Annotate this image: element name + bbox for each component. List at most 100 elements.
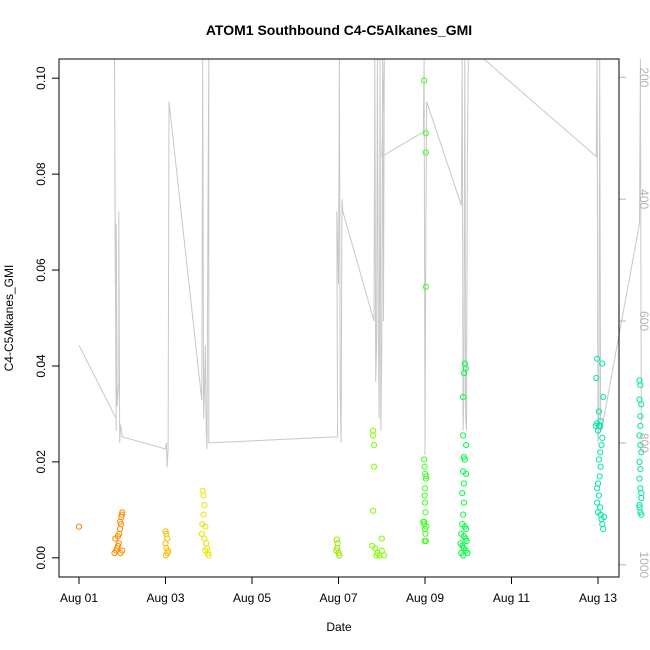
right-y-tick-label: 200 — [637, 67, 650, 87]
data-point — [201, 502, 208, 509]
data-point — [597, 449, 604, 456]
data-point — [460, 370, 467, 377]
data-point — [599, 360, 606, 367]
data-point — [593, 374, 600, 382]
data-point — [637, 485, 644, 492]
axes: Aug 01 Aug 03 Aug 05 Aug 07 Aug 09 Aug 11 Aug … — [34, 66, 650, 605]
data-point — [198, 530, 205, 537]
right-y-tick-label: 400 — [637, 189, 650, 209]
right-y-tick-label: 600 — [637, 311, 650, 331]
data-point — [117, 525, 124, 533]
data-point — [461, 456, 468, 463]
data-point — [463, 525, 470, 533]
data-point — [597, 463, 604, 470]
concentration-series — [75, 77, 645, 559]
data-point — [421, 492, 428, 499]
data-point — [370, 432, 377, 439]
data-point — [459, 490, 466, 497]
data-point — [460, 432, 467, 439]
plot-frame — [58, 58, 620, 578]
data-point — [463, 537, 470, 545]
data-point — [423, 473, 430, 480]
data-point — [421, 499, 429, 506]
data-point — [594, 355, 601, 362]
data-point — [422, 509, 429, 516]
data-point — [594, 499, 601, 506]
data-point — [592, 422, 599, 429]
x-tick-label: Aug 09 — [406, 591, 444, 605]
data-point — [597, 504, 604, 511]
data-point — [336, 552, 343, 559]
data-point — [423, 523, 430, 530]
data-point — [165, 547, 172, 554]
y-tick-label: 0.06 — [34, 258, 48, 282]
data-point — [638, 401, 645, 408]
right-y-tick-label: 1000 — [637, 551, 650, 578]
data-point — [422, 537, 429, 545]
data-point — [421, 77, 428, 84]
data-point — [599, 434, 606, 441]
data-point — [199, 487, 206, 494]
data-point — [376, 552, 383, 559]
data-point — [333, 536, 340, 543]
data-point — [463, 470, 470, 477]
data-point — [638, 449, 645, 456]
data-point — [460, 499, 467, 506]
data-point — [422, 130, 429, 137]
x-tick-label: Aug 01 — [60, 591, 98, 605]
data-point — [464, 549, 471, 557]
x-tick-label: Aug 07 — [319, 591, 357, 605]
right-y-tick-label: 800 — [637, 433, 650, 453]
data-point — [460, 511, 467, 518]
data-point — [636, 475, 643, 482]
data-point — [334, 545, 341, 552]
data-point — [422, 530, 429, 537]
data-point — [601, 513, 608, 521]
data-point — [638, 490, 645, 497]
data-point — [421, 456, 428, 463]
data-point — [119, 547, 126, 554]
data-point — [595, 456, 603, 463]
data-point — [75, 523, 83, 530]
data-point — [200, 492, 207, 499]
data-point — [421, 485, 429, 492]
data-point — [378, 535, 385, 542]
y-tick-label: 0.08 — [34, 162, 48, 186]
data-point — [460, 394, 467, 401]
y-tick-label: 0.10 — [34, 66, 48, 90]
data-point — [162, 552, 169, 559]
data-point — [162, 540, 169, 547]
data-point — [637, 422, 644, 429]
y-tick-label: 0.02 — [34, 450, 48, 474]
y-axis-label: C4-C5Alkanes_GMI — [2, 265, 16, 372]
data-point — [422, 283, 429, 290]
data-point — [638, 511, 645, 518]
data-point — [119, 509, 126, 516]
data-point — [373, 552, 380, 559]
data-point — [596, 473, 603, 480]
data-point — [118, 511, 125, 518]
data-point — [636, 432, 643, 439]
data-point — [463, 442, 470, 449]
data-point — [636, 502, 643, 509]
data-point — [594, 485, 601, 492]
data-point — [637, 442, 644, 449]
data-point — [115, 540, 122, 547]
data-point — [597, 418, 604, 425]
data-point — [598, 442, 605, 449]
data-point — [202, 547, 209, 554]
data-point — [595, 408, 603, 415]
data-point — [595, 492, 603, 499]
data-point — [460, 480, 467, 487]
data-point — [637, 413, 644, 420]
data-point — [637, 382, 644, 389]
data-point — [636, 504, 643, 511]
data-point — [594, 480, 602, 487]
x-tick-label: Aug 05 — [233, 591, 271, 605]
data-point — [637, 466, 644, 473]
data-point — [600, 394, 607, 401]
data-point — [421, 463, 428, 470]
data-point — [636, 458, 643, 465]
x-tick-label: Aug 13 — [579, 591, 617, 605]
